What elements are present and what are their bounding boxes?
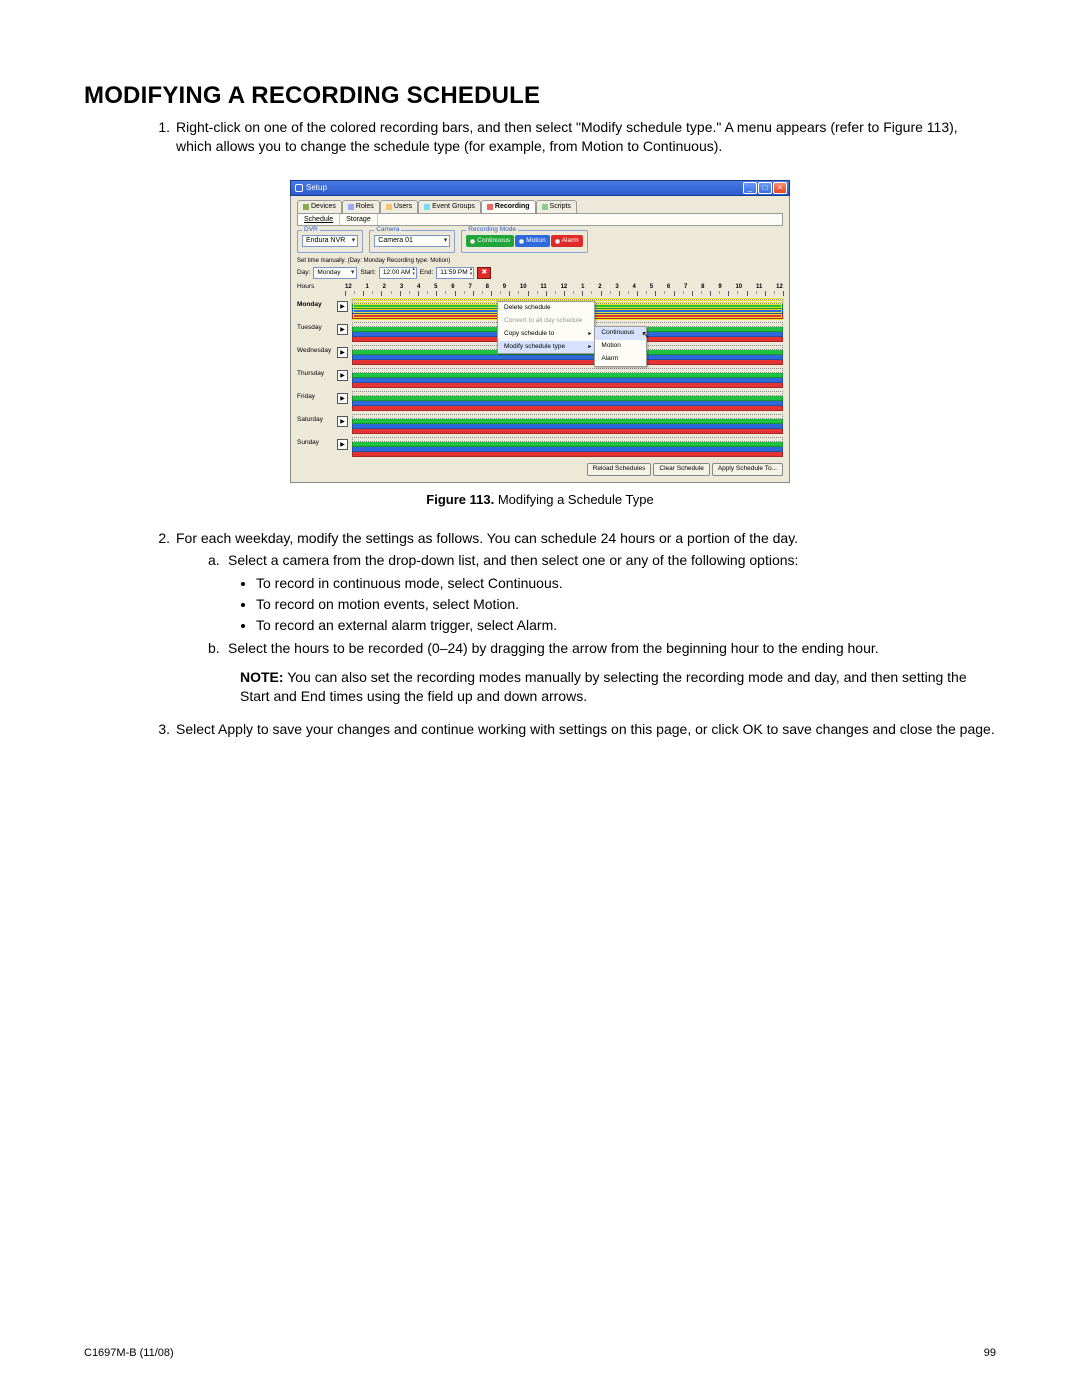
tab-scripts[interactable]: Scripts — [536, 200, 577, 212]
subctx-motion[interactable]: Motion — [595, 340, 646, 353]
radio-icon — [470, 239, 475, 244]
tab-roles[interactable]: Roles — [342, 200, 380, 212]
setup-window: Setup _ □ × Devices Roles Users Event Gr… — [290, 180, 790, 483]
mode-motion-button[interactable]: Motion — [515, 235, 550, 247]
event-groups-icon — [424, 204, 430, 210]
manual-info-line: Set time manually. (Day: Monday Recordin… — [297, 257, 783, 265]
day-label: Friday — [297, 391, 337, 402]
play-button[interactable]: ▶ — [337, 439, 348, 450]
scripts-icon — [542, 204, 548, 210]
bullet-motion: To record on motion events, select Motio… — [256, 595, 996, 614]
page-title: MODIFYING A RECORDING SCHEDULE — [84, 80, 996, 112]
start-time-field[interactable]: 12:00 AM — [379, 267, 417, 279]
day-label: Monday — [297, 299, 337, 310]
ctx-delete-schedule[interactable]: Delete schedule — [498, 302, 594, 315]
context-submenu: Continuous Motion Alarm ↖ — [594, 326, 647, 366]
day-label: Saturday — [297, 414, 337, 425]
recording-mode-fieldset: Recording Mode Continuous Motion Alarm — [461, 230, 587, 253]
tab-devices[interactable]: Devices — [297, 200, 342, 212]
clear-schedule-button[interactable]: Clear Schedule — [653, 463, 709, 476]
recording-icon — [487, 204, 493, 210]
play-button[interactable]: ▶ — [337, 393, 348, 404]
doc-id: C1697M-B (11/08) — [84, 1346, 174, 1361]
day-label: Sunday — [297, 437, 337, 448]
minimize-button[interactable]: _ — [743, 182, 757, 194]
camera-fieldset: Camera Camera 01 — [369, 230, 455, 253]
dvr-fieldset: DVR Endura NVR — [297, 230, 363, 253]
end-time-field[interactable]: 11:59 PM — [436, 267, 474, 279]
subtab-storage[interactable]: Storage — [340, 214, 378, 225]
note: NOTE: You can also set the recording mod… — [240, 668, 996, 706]
step-3: 3. Select Apply to save your changes and… — [148, 720, 996, 739]
play-button[interactable]: ▶ — [337, 347, 348, 358]
schedule-bars[interactable] — [352, 437, 783, 457]
tab-event-groups[interactable]: Event Groups — [418, 200, 481, 212]
radio-icon — [519, 239, 524, 244]
day-row: Thursday▶ — [297, 368, 783, 388]
subctx-continuous[interactable]: Continuous — [595, 327, 646, 340]
devices-icon — [303, 204, 309, 210]
schedule-bars[interactable] — [352, 391, 783, 411]
play-button[interactable]: ▶ — [337, 370, 348, 381]
page-number: 99 — [984, 1346, 996, 1361]
radio-icon — [555, 239, 560, 244]
subtab-schedule[interactable]: Schedule — [298, 214, 340, 225]
day-row: Saturday▶ — [297, 414, 783, 434]
mode-continuous-button[interactable]: Continuous — [466, 235, 514, 247]
day-label: Thursday — [297, 368, 337, 379]
step-2b: b. Select the hours to be recorded (0–24… — [208, 639, 996, 658]
clear-time-button[interactable]: ✖ — [477, 267, 491, 279]
day-row: Sunday▶ — [297, 437, 783, 457]
tab-users[interactable]: Users — [380, 200, 418, 212]
close-button[interactable]: × — [773, 182, 787, 194]
step-2a: a. Select a camera from the drop-down li… — [208, 551, 996, 570]
ctx-modify-type[interactable]: Modify schedule type — [498, 341, 594, 354]
day-label: Tuesday — [297, 322, 337, 333]
apply-schedule-to-button[interactable]: Apply Schedule To... — [712, 463, 783, 476]
day-row: Friday▶ — [297, 391, 783, 411]
bullet-continuous: To record in continuous mode, select Con… — [256, 574, 996, 593]
ctx-copy-schedule[interactable]: Copy schedule to — [498, 328, 594, 341]
step-1: 1. Right-click on one of the colored rec… — [148, 118, 996, 156]
day-label: Wednesday — [297, 345, 337, 356]
hours-label: Hours — [297, 283, 314, 290]
roles-icon — [348, 204, 354, 210]
subctx-alarm[interactable]: Alarm — [595, 353, 646, 366]
main-tabs: Devices Roles Users Event Groups Recordi… — [297, 200, 783, 212]
hour-scale: 12123456789101112123456789101112 — [345, 283, 783, 291]
day-select[interactable]: Monday — [313, 267, 357, 279]
play-button[interactable]: ▶ — [337, 324, 348, 335]
window-titlebar: Setup _ □ × — [290, 180, 790, 196]
figure-caption: Figure 113. Modifying a Schedule Type — [84, 491, 996, 509]
ctx-convert-all-day: Convert to all day schedule — [498, 315, 594, 328]
wrench-icon — [295, 184, 303, 192]
window-title: Setup — [306, 183, 327, 194]
mode-alarm-button[interactable]: Alarm — [551, 235, 583, 247]
step-2: 2. For each weekday, modify the settings… — [148, 529, 996, 706]
dvr-select[interactable]: Endura NVR — [302, 235, 358, 247]
sub-tabs: Schedule Storage — [297, 213, 783, 226]
schedule-bars[interactable] — [352, 368, 783, 388]
bullet-alarm: To record an external alarm trigger, sel… — [256, 616, 996, 635]
schedule-bars[interactable] — [352, 414, 783, 434]
users-icon — [386, 204, 392, 210]
play-button[interactable]: ▶ — [337, 416, 348, 427]
context-menu: Delete schedule Convert to all day sched… — [497, 301, 595, 354]
tab-recording[interactable]: Recording — [481, 200, 536, 212]
play-button[interactable]: ▶ — [337, 301, 348, 312]
reload-schedules-button[interactable]: Reload Schedules — [587, 463, 652, 476]
camera-select[interactable]: Camera 01 — [374, 235, 450, 247]
maximize-button[interactable]: □ — [758, 182, 772, 194]
page-footer: C1697M-B (11/08) 99 — [84, 1346, 996, 1361]
cursor-icon: ↖ — [641, 329, 649, 343]
